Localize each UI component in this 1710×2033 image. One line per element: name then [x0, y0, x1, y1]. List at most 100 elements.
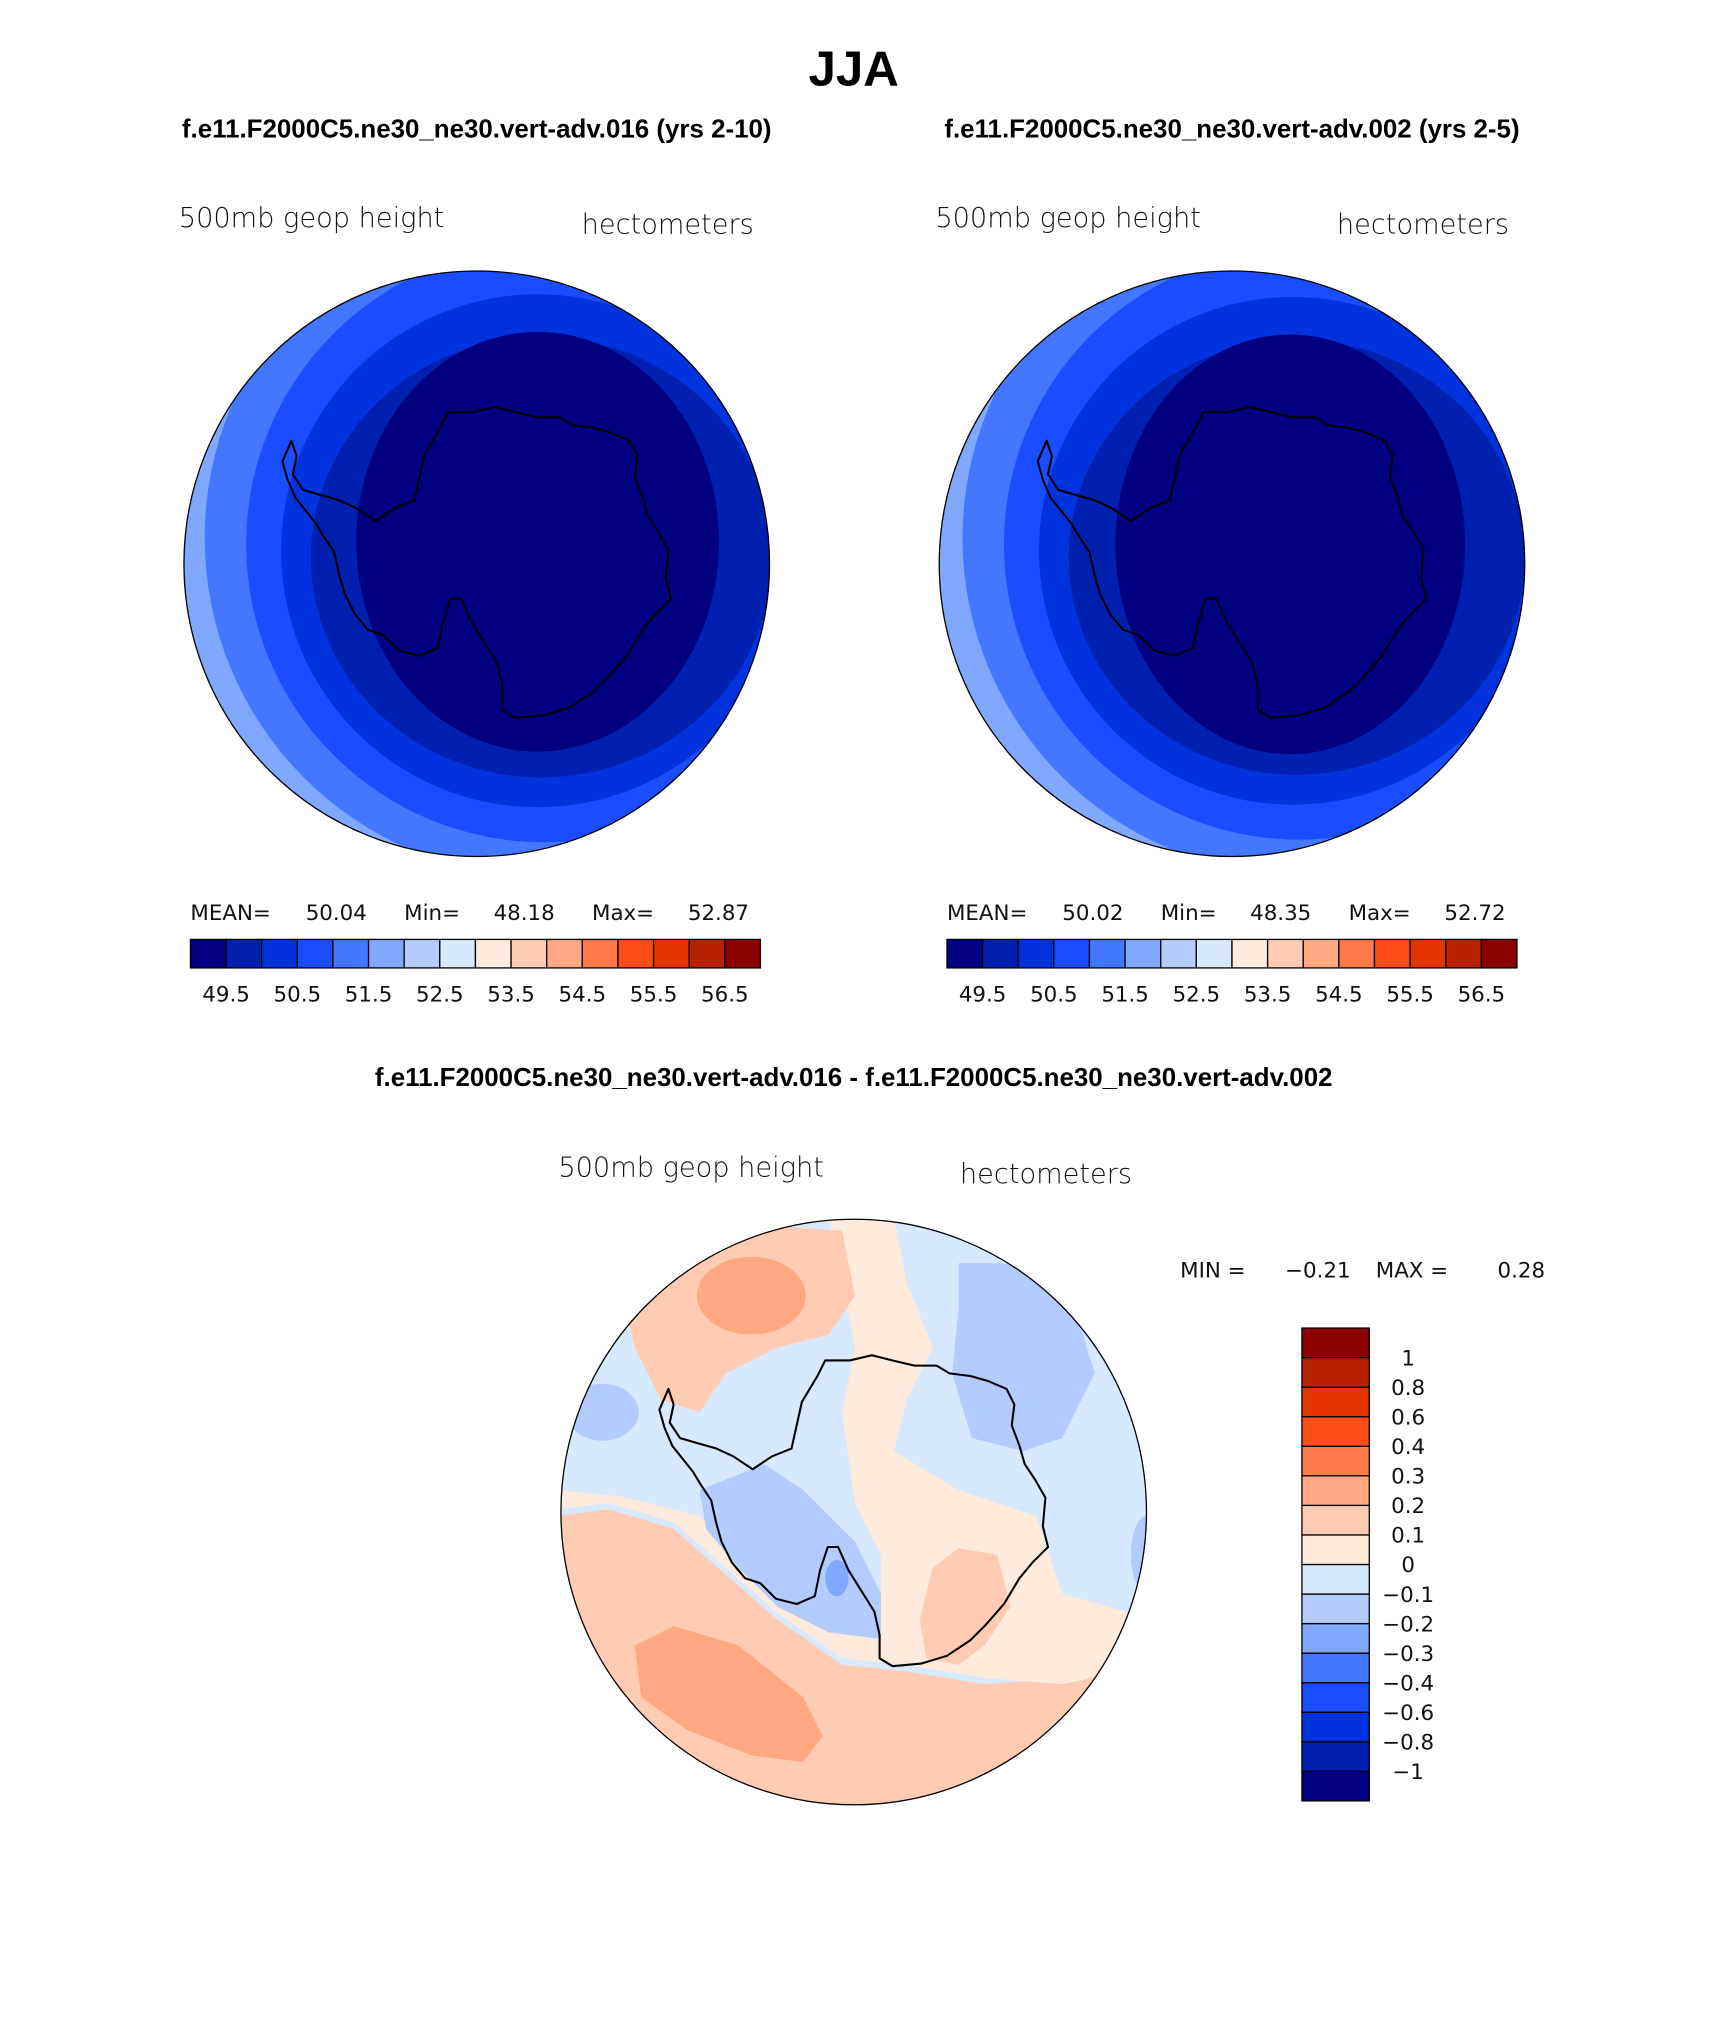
colorbar-box [546, 938, 583, 969]
mean-value: 50.04 [306, 901, 367, 926]
colorbar-tick-label: 56.5 [701, 983, 749, 1008]
colorbar-box [1445, 938, 1482, 969]
colorbar-tick-label: 50.5 [1030, 983, 1078, 1008]
colorbar-tick-label: 54.5 [559, 983, 607, 1008]
colorbar-box [332, 938, 370, 969]
variable-label: 500mb geop height [179, 203, 445, 234]
mean-label: MEAN= [947, 901, 1027, 926]
colorbar-box [688, 938, 726, 969]
colorbar-box [1301, 1622, 1370, 1654]
colorbar-tick-label: 51.5 [1101, 983, 1149, 1008]
colorbar-box [261, 938, 298, 969]
min-value: 48.18 [494, 901, 555, 926]
max-label: Max= [592, 901, 654, 926]
colorbar-box [474, 938, 512, 969]
max-label: Max= [1349, 901, 1411, 926]
map-boundary [183, 270, 771, 858]
map-left: 500mb geop height hectometers MEAN= 50.0… [179, 203, 771, 1008]
colorbar-right: 49.5 50.5 51.5 52.5 53.5 54.5 55.5 56.5 [946, 938, 1518, 1008]
colorbar-box [1301, 1593, 1370, 1625]
colorbar-box [296, 938, 334, 969]
colorbar-tick-label: −0.6 [1382, 1701, 1434, 1726]
colorbar-tick-label: 51.5 [345, 983, 393, 1008]
colorbar-box [1301, 1504, 1370, 1536]
colorbar-box [1301, 1770, 1370, 1802]
colorbar-tick-label: 49.5 [202, 983, 250, 1008]
max-label: MAX = [1376, 1259, 1448, 1284]
colorbar-tick-label: −1 [1392, 1760, 1424, 1785]
colorbar-box [1195, 938, 1233, 969]
contour-fill [183, 270, 770, 857]
colorbar-box [225, 938, 263, 969]
min-label: Min= [1161, 901, 1217, 926]
max-value: 52.87 [688, 901, 749, 926]
colorbar-box [439, 938, 477, 969]
min-value: −0.21 [1285, 1259, 1350, 1284]
figure-title: JJA [809, 42, 899, 97]
colorbar-tick-label: −0.4 [1382, 1671, 1434, 1696]
min-label: Min= [404, 901, 460, 926]
colorbar-box [1053, 938, 1091, 969]
colorbar-tick-label: 53.5 [487, 983, 535, 1008]
colorbar-box [1301, 1652, 1370, 1684]
colorbar-tick-label: 50.5 [274, 983, 322, 1008]
colorbar-tick-label: −0.3 [1382, 1642, 1434, 1667]
colorbar-tick-label: 52.5 [416, 983, 464, 1008]
colorbar-tick-label: 52.5 [1173, 983, 1221, 1008]
variable-label: 500mb geop height [935, 203, 1201, 234]
colorbar-box [1301, 1327, 1370, 1359]
colorbar-tick-label: 1 [1401, 1346, 1415, 1371]
colorbar-tick-label: −0.2 [1382, 1612, 1434, 1637]
panel-right-case-title: f.e11.F2000C5.ne30_ne30.vert-adv.002 (yr… [944, 116, 1519, 144]
units-label: hectometers [1337, 209, 1509, 240]
max-value: 0.28 [1498, 1259, 1546, 1284]
max-value: 52.72 [1444, 901, 1505, 926]
mean-value: 50.02 [1062, 901, 1123, 926]
colorbar-tick-label: −0.8 [1382, 1731, 1434, 1756]
colorbar-tick-label: 0.2 [1391, 1494, 1425, 1519]
colorbar-box [1373, 938, 1411, 969]
colorbar-tick-label: 54.5 [1315, 983, 1363, 1008]
colorbar-box [1301, 1534, 1370, 1566]
colorbar-tick-label: 49.5 [959, 983, 1007, 1008]
colorbar-box [1301, 1711, 1370, 1743]
mean-label: MEAN= [190, 901, 270, 926]
units-label: hectometers [960, 1159, 1132, 1190]
min-label: MIN = [1180, 1259, 1245, 1284]
colorbar-tick-label: 0.8 [1391, 1376, 1425, 1401]
map-boundary [560, 1218, 1148, 1806]
contour-fill [560, 1219, 1147, 1805]
units-label: hectometers [582, 209, 754, 240]
colorbar-left: 49.5 50.5 51.5 52.5 53.5 54.5 55.5 56.5 [189, 938, 762, 1008]
colorbar-tick-label: 0 [1401, 1553, 1415, 1578]
colorbar-box [1301, 1356, 1370, 1388]
colorbar-box [189, 938, 227, 969]
colorbar-box [1301, 1682, 1370, 1713]
colorbar-box [1301, 1445, 1370, 1477]
colorbar-diff: −1 −0.8 −0.6 −0.4 −0.3 −0.2 −0.1 0 0.1 0.2 0.3 0.4 0… [1301, 1327, 1434, 1802]
colorbar-box [510, 938, 548, 969]
colorbar-box [617, 938, 655, 969]
colorbar-tick-label: 0.6 [1391, 1405, 1425, 1430]
diff-title: f.e11.F2000C5.ne30_ne30.vert-adv.016 - f… [375, 1064, 1333, 1092]
colorbar-tick-label: −0.1 [1382, 1583, 1434, 1608]
colorbar-tick-label: 0.1 [1391, 1524, 1425, 1549]
contour-fill [939, 270, 1525, 857]
colorbar-box [1301, 1475, 1370, 1507]
colorbar-box [946, 938, 984, 969]
colorbar-box [1124, 938, 1162, 969]
colorbar-tick-label: 0.3 [1391, 1465, 1425, 1490]
map-right: 500mb geop height hectometers MEAN= 50.0… [935, 203, 1526, 1008]
colorbar-box [1409, 938, 1447, 969]
map-boundary [938, 270, 1526, 858]
colorbar-box [1088, 938, 1126, 969]
colorbar-box [1160, 938, 1197, 969]
colorbar-box [1301, 1563, 1370, 1595]
colorbar-box [581, 938, 619, 969]
colorbar-box [367, 938, 405, 969]
colorbar-tick-label: 55.5 [630, 983, 678, 1008]
panel-left-case-title: f.e11.F2000C5.ne30_ne30.vert-adv.016 (yr… [182, 116, 772, 144]
colorbar-box [1338, 938, 1376, 969]
colorbar-box [1301, 1741, 1370, 1772]
